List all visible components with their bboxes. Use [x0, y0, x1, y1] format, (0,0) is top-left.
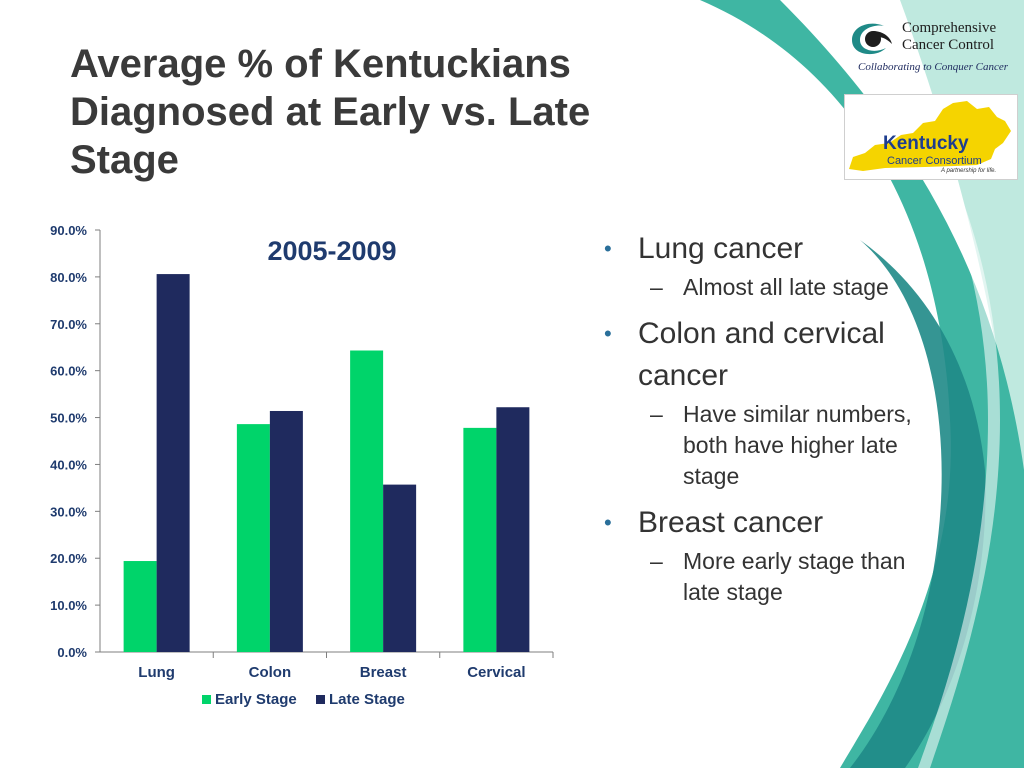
bar-breast-early-stage: [350, 350, 384, 652]
y-tick-label: 60.0%: [50, 364, 87, 379]
ccc-name-line-2: Cancer Control: [902, 37, 995, 53]
sub-bullet-text: Almost all late stage: [683, 274, 889, 300]
x-tick-label: Lung: [138, 664, 175, 681]
dash-icon: –: [650, 548, 663, 574]
y-tick-label: 40.0%: [50, 457, 87, 472]
wave-white-ribbon: [815, 0, 1000, 768]
bar-breast-late-stage: [383, 484, 417, 652]
bullet-text: Breast cancer: [638, 506, 824, 539]
sub-bullet-lung: – Almost all late stage: [600, 272, 930, 303]
y-tick-label: 70.0%: [50, 317, 87, 332]
y-tick-label: 20.0%: [50, 551, 87, 566]
sub-bullet-text: Have similar numbers, both have higher l…: [683, 401, 912, 489]
bullet-lung: • Lung cancer: [600, 228, 930, 270]
dash-icon: –: [650, 274, 663, 300]
bullet-text: Colon and cervical cancer: [638, 317, 885, 392]
bullet-text: Lung cancer: [638, 232, 804, 265]
legend-swatch: [202, 695, 211, 704]
bullet-list: • Lung cancer – Almost all late stage • …: [600, 228, 930, 618]
sub-bullet-text: More early stage than late stage: [683, 548, 906, 605]
ccc-swirl-icon: [852, 23, 892, 55]
bullet-dot-icon: •: [604, 321, 612, 346]
bullet-dot-icon: •: [604, 236, 612, 261]
ccc-tagline: Collaborating to Conquer Cancer: [858, 61, 1009, 73]
legend-swatch: [316, 695, 325, 704]
x-tick-label: Colon: [249, 664, 292, 681]
y-tick-label: 50.0%: [50, 411, 87, 426]
wave-dark: [850, 240, 986, 768]
bullet-breast: • Breast cancer: [600, 502, 930, 544]
kentucky-subtitle: Cancer Consortium: [887, 155, 982, 167]
bullet-dot-icon: •: [604, 510, 612, 535]
slide-title: Average % of Kentuckians Diagnosed at Ea…: [70, 40, 710, 184]
bar-cervical-late-stage: [496, 407, 530, 652]
kentucky-tagline: A partnership for life.: [941, 168, 997, 174]
bar-colon-early-stage: [236, 424, 270, 652]
chart-title: 2005-2009: [267, 236, 396, 266]
bar-lung-early-stage: [123, 561, 157, 652]
bar-chart: 0.0% 10.0% 20.0% 30.0% 40.0% 50.0% 60.0% 70.0% 8…: [30, 215, 570, 725]
y-tick-label: 80.0%: [50, 270, 87, 285]
kentucky-state-shape: [849, 101, 1011, 171]
ccc-name-line-1: Comprehensive: [902, 20, 997, 36]
y-tick-label: 10.0%: [50, 598, 87, 613]
wave-light: [900, 0, 1024, 768]
bar-cervical-early-stage: [463, 427, 497, 652]
dash-icon: –: [650, 401, 663, 427]
kentucky-logo: Kentucky Cancer Consortium A partnership…: [844, 94, 1018, 180]
y-tick-label: 30.0%: [50, 504, 87, 519]
sub-bullet-colon-cervical: – Have similar numbers, both have higher…: [600, 399, 930, 492]
kentucky-name: Kentucky: [883, 133, 969, 154]
y-tick-label: 90.0%: [50, 223, 87, 238]
bar-colon-late-stage: [269, 410, 303, 652]
bullet-colon-cervical: • Colon and cervical cancer: [600, 313, 930, 397]
sub-bullet-breast: – More early stage than late stage: [600, 546, 930, 608]
ccc-name: Comprehensive Cancer Control: [902, 20, 1012, 54]
legend-label: Early Stage: [215, 691, 297, 708]
legend-label: Late Stage: [329, 691, 405, 708]
x-tick-label: Cervical: [467, 664, 525, 681]
title-line-3: Stage: [70, 138, 179, 182]
ccc-logo: Comprehensive Cancer Control Collaborati…: [846, 16, 1016, 78]
y-tick-label: 0.0%: [57, 645, 87, 660]
title-line-1: Average % of Kentuckians: [70, 42, 571, 86]
x-tick-label: Breast: [360, 664, 407, 681]
title-line-2: Diagnosed at Early vs. Late: [70, 90, 591, 134]
chart-canvas: 0.0% 10.0% 20.0% 30.0% 40.0% 50.0% 60.0% 70.0% 8…: [50, 223, 554, 708]
bar-lung-late-stage: [156, 274, 190, 652]
